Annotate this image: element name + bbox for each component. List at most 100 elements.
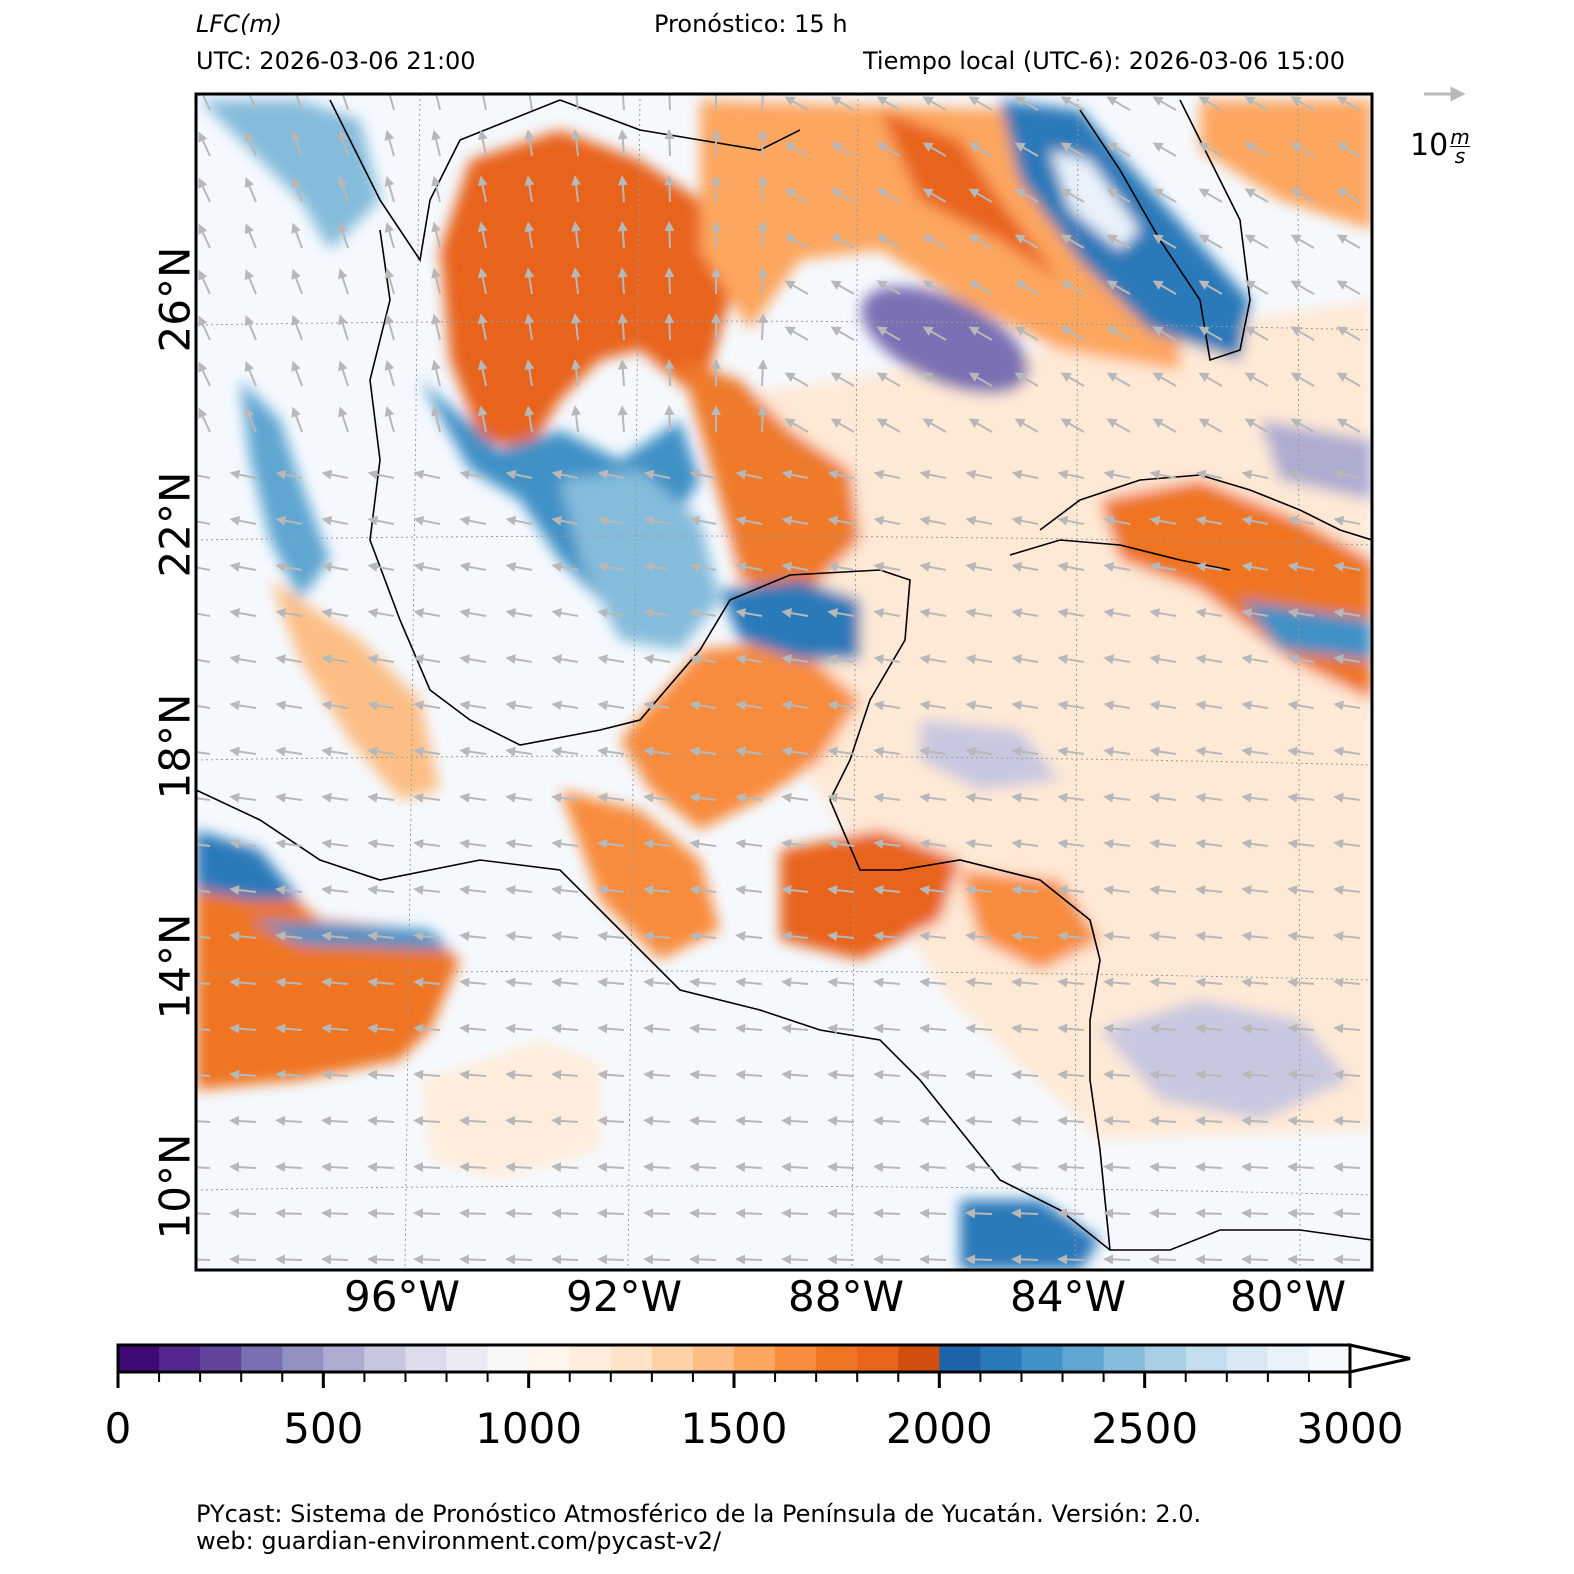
wind-arrow: [1011, 608, 1039, 618]
wind-arrow: [367, 1208, 395, 1219]
wind-arrow: [968, 234, 993, 249]
wind-arrow: [876, 280, 901, 295]
wind-arrow: [643, 1208, 671, 1219]
wind-arrow: [1103, 654, 1131, 665]
wind-arrow: [1103, 1208, 1131, 1219]
wind-arrow: [1103, 746, 1131, 757]
wind-arrow: [1244, 326, 1269, 341]
wind-arrow: [1241, 1069, 1269, 1080]
wind-arrow: [291, 268, 303, 295]
wind-arrow: [919, 885, 947, 896]
wind-arrow: [413, 1208, 441, 1219]
colorbar-bin: [816, 1345, 858, 1372]
wind-arrow: [1011, 792, 1039, 803]
wind-arrow: [1333, 1069, 1361, 1080]
wind-arrow: [597, 746, 625, 757]
wind-arrow: [1244, 372, 1269, 387]
wind-arrow: [196, 658, 211, 663]
wind-arrow: [919, 746, 947, 757]
wind-arrow: [965, 1208, 993, 1219]
wind-arrow: [1287, 1069, 1315, 1080]
wind-arrow: [735, 1069, 763, 1080]
wind-arrow: [413, 1023, 441, 1034]
wind-arrow: [664, 221, 675, 249]
wind-arrow: [1198, 96, 1223, 111]
wind-arrow: [1195, 561, 1223, 572]
wind-arrow: [735, 885, 763, 896]
wind-arrow: [1195, 792, 1223, 803]
wind-arrow: [1290, 96, 1315, 111]
wind-arrow: [643, 469, 671, 480]
colorbar-bin: [1185, 1345, 1228, 1372]
wind-arrow: [551, 1069, 579, 1080]
wind-arrow: [367, 1023, 395, 1034]
wind-arrow: [275, 515, 303, 526]
wind-arrow: [1287, 654, 1315, 665]
wind-arrow: [1057, 654, 1085, 665]
wind-arrow: [505, 792, 533, 803]
wind-arrow: [1290, 188, 1315, 203]
colorbar-bin: [692, 1345, 735, 1372]
wind-arrow: [524, 94, 535, 111]
wind-arrow: [229, 1069, 257, 1080]
wind-arrow: [459, 608, 487, 618]
wind-arrow: [1195, 1162, 1223, 1173]
lat-label-10n: 10°N: [150, 1133, 200, 1240]
wind-arrow: [1287, 838, 1315, 849]
wind-arrow: [1290, 372, 1315, 387]
wind-arrow: [244, 315, 257, 341]
wind-arrow: [1333, 700, 1361, 711]
wind-arrow: [524, 405, 535, 433]
wind-arrow: [413, 700, 441, 711]
wind-arrow: [198, 315, 211, 341]
wind-arrow: [1195, 931, 1223, 942]
colorbar-bin: [282, 1345, 324, 1372]
wind-arrow: [1241, 1208, 1269, 1219]
wind-arrow: [689, 608, 717, 618]
wind-key-label: 10 m s: [1410, 127, 1470, 166]
wind-arrow: [919, 1115, 947, 1126]
wind-arrow: [1014, 326, 1039, 341]
wind-arrow: [291, 406, 303, 433]
wind-arrow: [413, 931, 441, 942]
wind-arrow: [689, 931, 717, 942]
wind-arrow: [1198, 326, 1223, 341]
wind-arrow: [1198, 234, 1223, 249]
lon-label-92w: 92°W: [566, 1272, 682, 1321]
wind-arrow: [413, 469, 441, 480]
wind-arrow: [459, 977, 487, 988]
wind-arrow: [1336, 372, 1361, 387]
wind-arrow: [784, 418, 809, 433]
wind-arrow: [1333, 515, 1361, 526]
wind-arrow: [477, 313, 488, 341]
wind-arrow: [689, 1023, 717, 1034]
wind-arrow: [1057, 885, 1085, 896]
wind-arrow: [1241, 792, 1269, 803]
wind-arrow: [919, 515, 947, 526]
wind-arrow: [275, 1162, 303, 1173]
wind-arrow: [1057, 1115, 1085, 1126]
wind-arrow: [1106, 372, 1131, 387]
wind-arrow: [827, 746, 855, 757]
wind-arrow: [1195, 700, 1223, 711]
wind-arrow: [505, 654, 533, 665]
wind-arrow: [1241, 1162, 1269, 1173]
wind-arrow: [367, 469, 395, 480]
wind-arrow: [876, 372, 901, 387]
wind-arrow: [1290, 418, 1315, 433]
wind-arrow: [668, 94, 671, 111]
wind-arrow: [919, 1208, 947, 1219]
wind-arrow: [784, 188, 809, 203]
lon-label-80w: 80°W: [1230, 1272, 1346, 1321]
map-frame: [194, 92, 1374, 1272]
wind-arrow: [1241, 469, 1269, 480]
wind-arrow: [597, 838, 625, 849]
wind-arrow: [827, 515, 855, 526]
wind-arrow: [830, 188, 855, 203]
wind-arrow: [1149, 561, 1177, 572]
wind-arrow: [827, 838, 855, 849]
wind-arrow: [689, 792, 717, 803]
wind-arrow: [505, 1115, 533, 1126]
wind-arrow: [505, 561, 533, 572]
colorbar-bin: [569, 1345, 612, 1372]
